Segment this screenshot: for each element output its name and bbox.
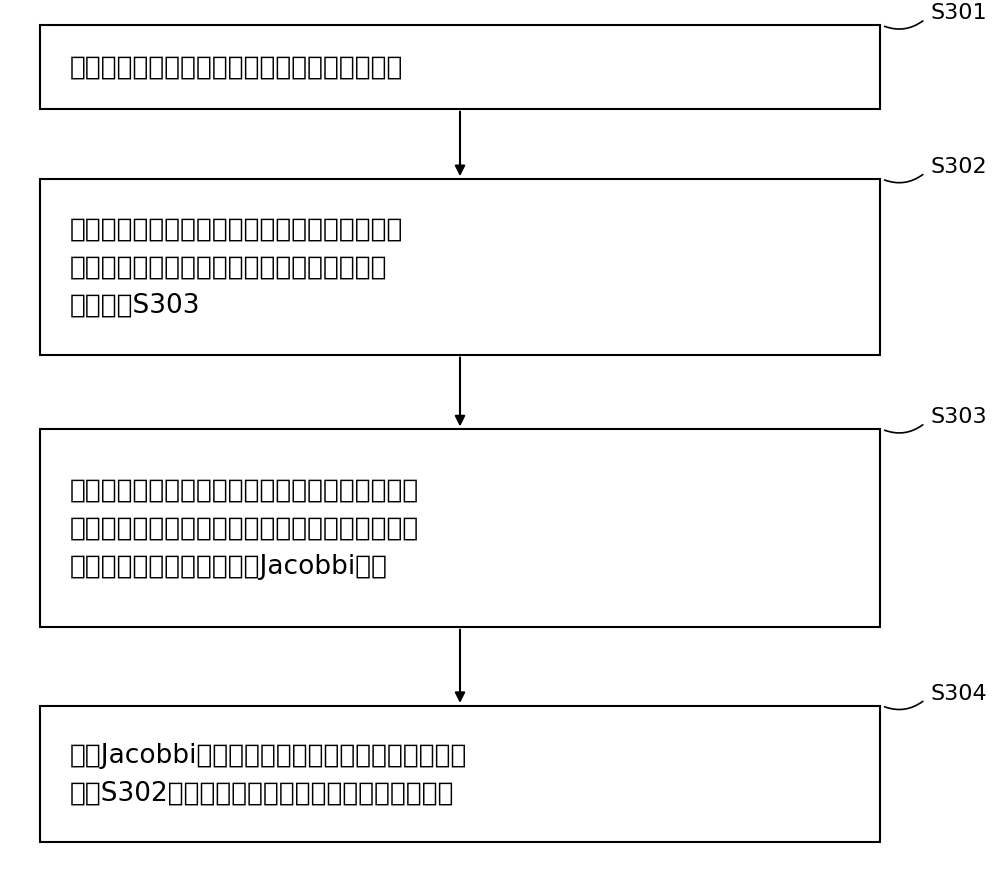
Text: 根据Jacobbi矩阵，利用拟牛顿法更新参数向量，跳
转至S302，通过若干次迭代，收敛得到准确参数值: 根据Jacobbi矩阵，利用拟牛顿法更新参数向量，跳 转至S302，通过若干次迭… xyxy=(70,742,467,806)
Text: S302: S302 xyxy=(930,157,987,176)
FancyArrowPatch shape xyxy=(885,425,923,433)
FancyBboxPatch shape xyxy=(40,26,880,110)
FancyArrowPatch shape xyxy=(885,702,923,709)
FancyArrowPatch shape xyxy=(885,22,923,30)
Text: 根据当前生物传热模型的参数值计算出此时的温度
分布值，此时的温度分布值和磁共振测得到温度分
布值作差，通过差分法计算Jacobbi矩阵: 根据当前生物传热模型的参数值计算出此时的温度 分布值，此时的温度分布值和磁共振测… xyxy=(70,477,419,580)
Text: S301: S301 xyxy=(930,4,987,23)
FancyBboxPatch shape xyxy=(40,180,880,355)
FancyBboxPatch shape xyxy=(40,706,880,842)
Text: 根据判据条件，计算终止条件值和磁共振测得到
温度分布值是否吻合，满足，终止运算，不满
足，进入S303: 根据判据条件，计算终止条件值和磁共振测得到 温度分布值是否吻合，满足，终止运算，… xyxy=(70,217,403,318)
Text: S304: S304 xyxy=(930,683,987,702)
FancyArrowPatch shape xyxy=(885,175,923,183)
FancyBboxPatch shape xyxy=(40,430,880,627)
Text: S303: S303 xyxy=(930,407,987,426)
Text: 根据生物传热模型初始参数确定判据条件和阈值: 根据生物传热模型初始参数确定判据条件和阈值 xyxy=(70,55,403,81)
